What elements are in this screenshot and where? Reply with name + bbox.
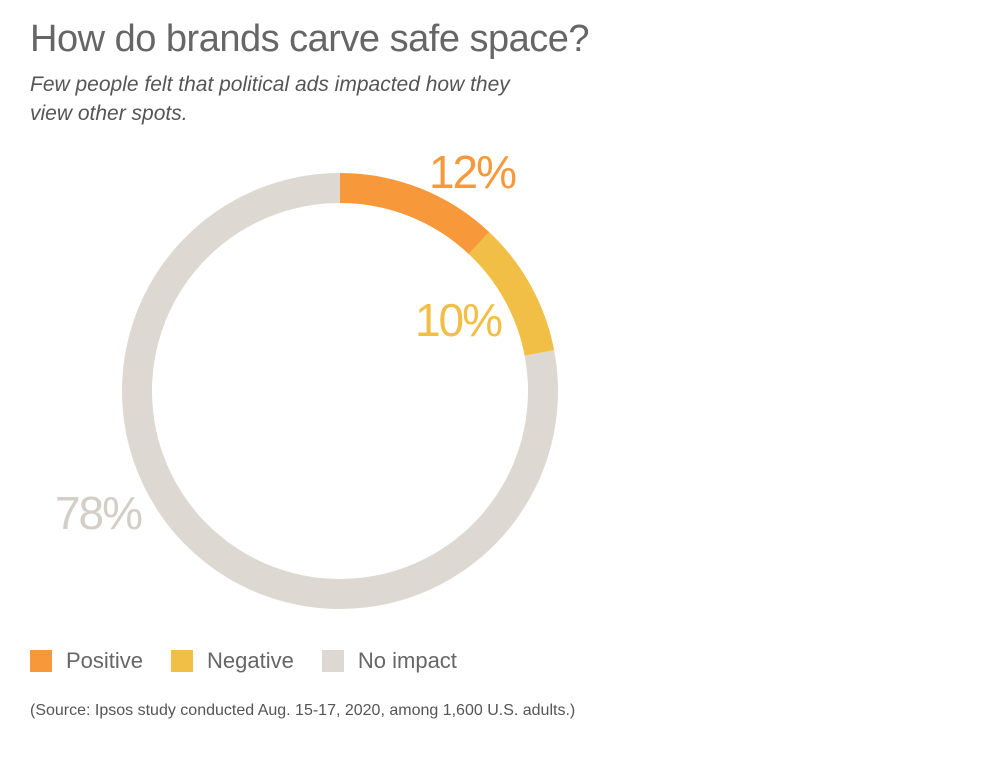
donut-slice-no-impact <box>122 173 558 609</box>
donut-slice-positive <box>339 173 490 255</box>
legend-label-negative: Negative <box>207 648 294 673</box>
legend-label-positive: Positive <box>66 648 144 673</box>
legend-item-positive: Positive <box>30 648 143 674</box>
legend-swatch-positive <box>30 650 52 672</box>
chart-subtitle: Few people felt that political ads impac… <box>30 73 510 125</box>
legend-item-negative: Negative <box>171 648 294 674</box>
chart-title: How do brands carve safe space? <box>30 18 590 60</box>
legend-swatch-no-impact <box>321 650 344 672</box>
donut-slice-negative <box>468 232 555 357</box>
legend: Positive Negative No impact <box>30 648 485 674</box>
source-note: (Source: Ipsos study conducted Aug. 15-1… <box>30 702 576 719</box>
data-label-no-impact: 78% <box>55 487 142 539</box>
legend-item-no-impact: No impact <box>321 648 457 674</box>
donut-chart: 12% 10% 78% <box>55 146 558 609</box>
legend-label-no-impact: No impact <box>357 648 457 673</box>
data-label-negative: 10% <box>415 294 502 346</box>
data-label-positive: 12% <box>429 146 516 198</box>
legend-swatch-negative <box>171 650 194 672</box>
